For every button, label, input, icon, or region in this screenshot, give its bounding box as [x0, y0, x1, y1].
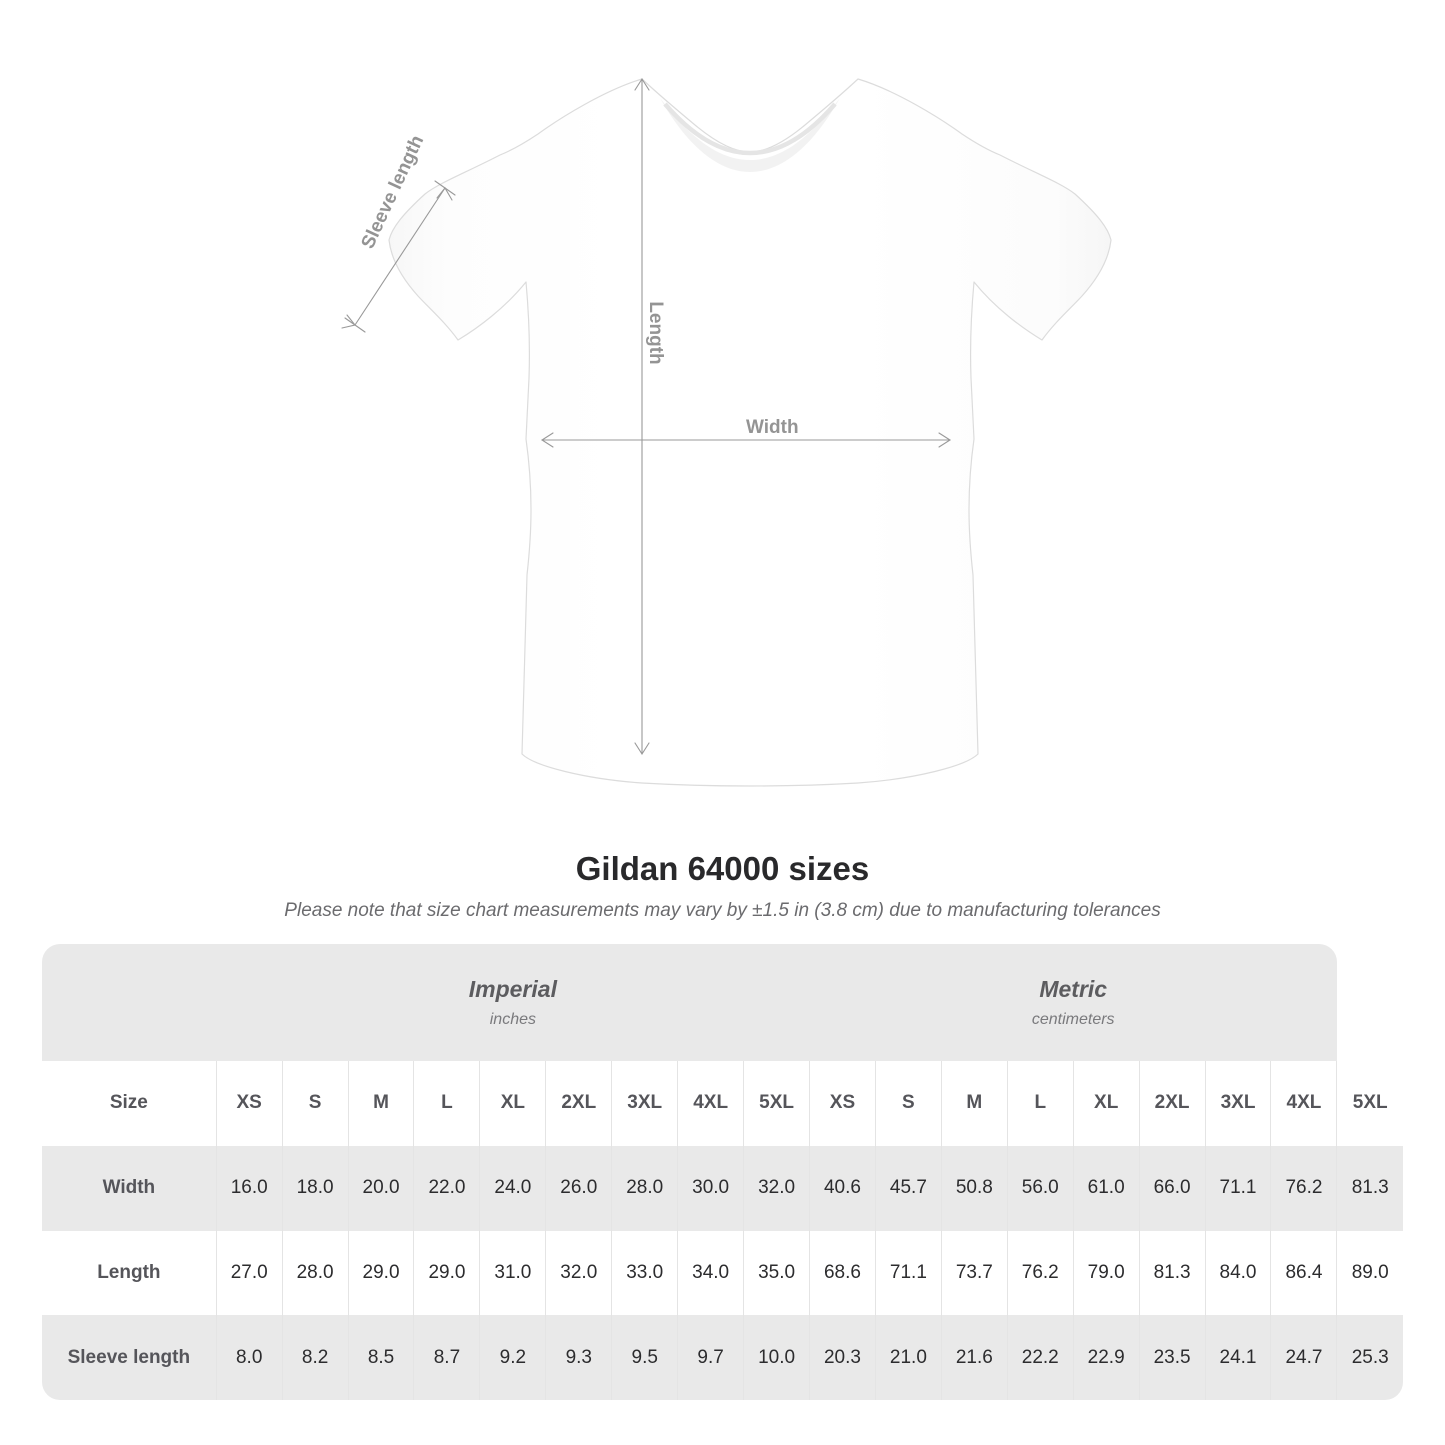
svg-text:Width: Width — [746, 417, 799, 438]
svg-text:Length: Length — [645, 301, 666, 364]
